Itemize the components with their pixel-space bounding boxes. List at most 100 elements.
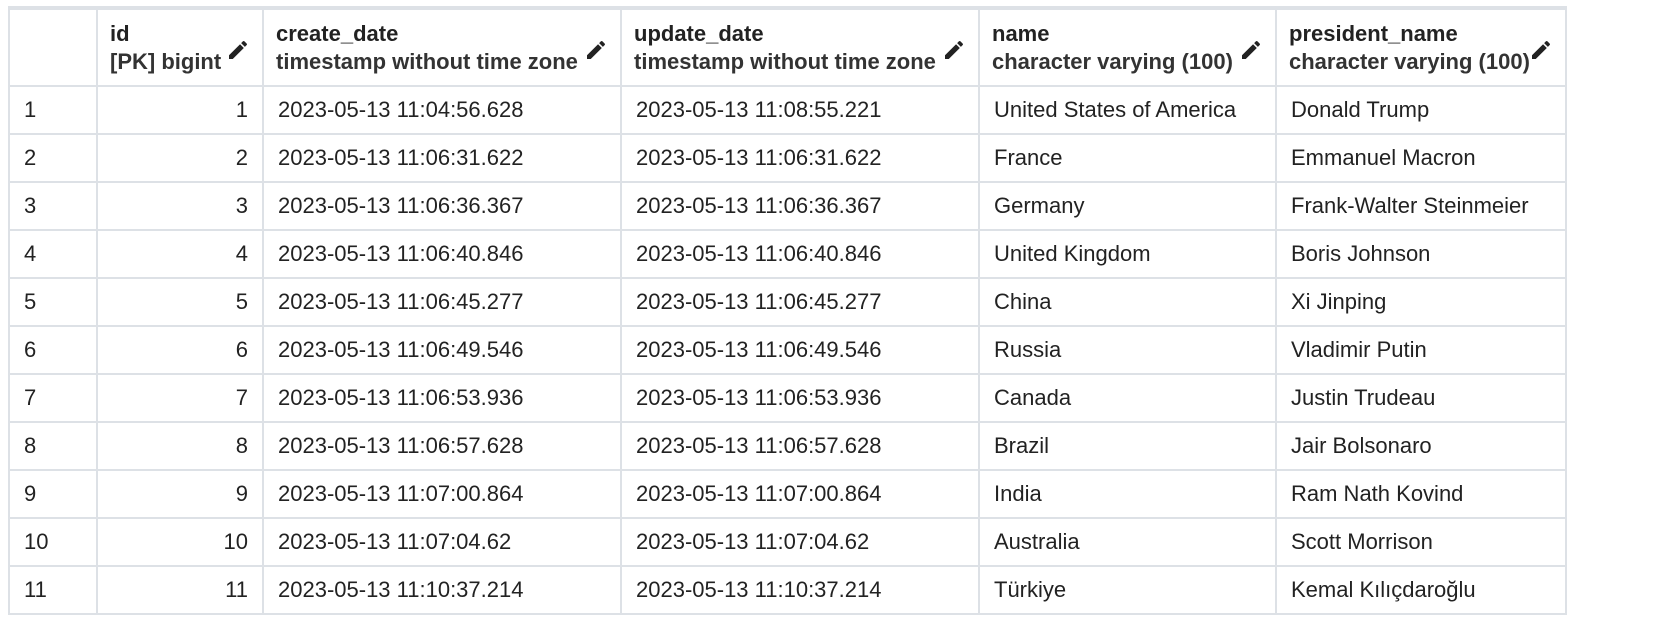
cell-name[interactable]: Canada <box>978 373 1277 423</box>
header-row: id [PK] bigint create_date timestamp wit… <box>8 8 1567 87</box>
pencil-icon[interactable] <box>1529 38 1553 62</box>
cell-name[interactable]: India <box>978 469 1277 519</box>
table-row[interactable]: 5 5 2023-05-13 11:06:45.277 2023-05-13 11:0… <box>8 277 1567 327</box>
cell-create-date[interactable]: 2023-05-13 11:10:37.214 <box>262 565 622 615</box>
cell-id[interactable]: 6 <box>96 325 264 375</box>
cell-id[interactable]: 1 <box>96 85 264 135</box>
row-number-cell[interactable]: 11 <box>8 565 98 615</box>
row-number-cell[interactable]: 1 <box>8 85 98 135</box>
pencil-icon[interactable] <box>942 38 966 62</box>
cell-president-name[interactable]: Donald Trump <box>1275 85 1567 135</box>
row-number-cell[interactable]: 7 <box>8 373 98 423</box>
table-row[interactable]: 3 3 2023-05-13 11:06:36.367 2023-05-13 11:0… <box>8 181 1567 231</box>
column-type: character varying (100) <box>992 49 1233 74</box>
column-name: name <box>992 21 1050 46</box>
cell-create-date[interactable]: 2023-05-13 11:06:57.628 <box>262 421 622 471</box>
cell-id[interactable]: 7 <box>96 373 264 423</box>
cell-president-name[interactable]: Frank-Walter Steinmeier <box>1275 181 1567 231</box>
cell-name[interactable]: Germany <box>978 181 1277 231</box>
cell-id[interactable]: 10 <box>96 517 264 567</box>
table-row[interactable]: 7 7 2023-05-13 11:06:53.936 2023-05-13 11:0… <box>8 373 1567 423</box>
table-row[interactable]: 10 10 2023-05-13 11:07:04.62 2023-05-13 11:… <box>8 517 1567 567</box>
cell-president-name[interactable]: Justin Trudeau <box>1275 373 1567 423</box>
cell-name[interactable]: United States of America <box>978 85 1277 135</box>
cell-update-date[interactable]: 2023-05-13 11:08:55.221 <box>620 85 980 135</box>
cell-president-name[interactable]: Kemal Kılıçdaroğlu <box>1275 565 1567 615</box>
row-number-cell[interactable]: 4 <box>8 229 98 279</box>
cell-id[interactable]: 9 <box>96 469 264 519</box>
cell-id[interactable]: 4 <box>96 229 264 279</box>
cell-name[interactable]: United Kingdom <box>978 229 1277 279</box>
table-row[interactable]: 6 6 2023-05-13 11:06:49.546 2023-05-13 11:0… <box>8 325 1567 375</box>
column-header-president-name[interactable]: president_name character varying (100) <box>1275 8 1567 87</box>
cell-create-date[interactable]: 2023-05-13 11:07:04.62 <box>262 517 622 567</box>
table-row[interactable]: 4 4 2023-05-13 11:06:40.846 2023-05-13 11:0… <box>8 229 1567 279</box>
cell-update-date[interactable]: 2023-05-13 11:06:40.846 <box>620 229 980 279</box>
table-row[interactable]: 8 8 2023-05-13 11:06:57.628 2023-05-13 11:0… <box>8 421 1567 471</box>
cell-name[interactable]: France <box>978 133 1277 183</box>
table-row[interactable]: 2 2 2023-05-13 11:06:31.622 2023-05-13 11:0… <box>8 133 1567 183</box>
cell-president-name[interactable]: Jair Bolsonaro <box>1275 421 1567 471</box>
row-number-cell[interactable]: 3 <box>8 181 98 231</box>
column-header-update-date[interactable]: update_date timestamp without time zone <box>620 8 980 87</box>
pencil-icon[interactable] <box>584 38 608 62</box>
cell-create-date[interactable]: 2023-05-13 11:06:40.846 <box>262 229 622 279</box>
cell-id[interactable]: 8 <box>96 421 264 471</box>
cell-create-date[interactable]: 2023-05-13 11:06:45.277 <box>262 277 622 327</box>
cell-create-date[interactable]: 2023-05-13 11:06:31.622 <box>262 133 622 183</box>
cell-update-date[interactable]: 2023-05-13 11:06:31.622 <box>620 133 980 183</box>
table-row[interactable]: 9 9 2023-05-13 11:07:00.864 2023-05-13 11:0… <box>8 469 1567 519</box>
cell-create-date[interactable]: 2023-05-13 11:06:49.546 <box>262 325 622 375</box>
cell-update-date[interactable]: 2023-05-13 11:06:57.628 <box>620 421 980 471</box>
column-header-create-date[interactable]: create_date timestamp without time zone <box>262 8 622 87</box>
pencil-icon[interactable] <box>1239 38 1263 62</box>
column-name: create_date <box>276 21 399 46</box>
cell-president-name[interactable]: Xi Jinping <box>1275 277 1567 327</box>
column-header-name[interactable]: name character varying (100) <box>978 8 1277 87</box>
cell-create-date[interactable]: 2023-05-13 11:04:56.628 <box>262 85 622 135</box>
cell-create-date[interactable]: 2023-05-13 11:07:00.864 <box>262 469 622 519</box>
cell-update-date[interactable]: 2023-05-13 11:10:37.214 <box>620 565 980 615</box>
cell-update-date[interactable]: 2023-05-13 11:06:53.936 <box>620 373 980 423</box>
table-body: 1 1 2023-05-13 11:04:56.628 2023-05-13 11:0… <box>8 85 1567 615</box>
cell-create-date[interactable]: 2023-05-13 11:06:53.936 <box>262 373 622 423</box>
cell-president-name[interactable]: Ram Nath Kovind <box>1275 469 1567 519</box>
pencil-icon[interactable] <box>226 38 250 62</box>
cell-president-name[interactable]: Boris Johnson <box>1275 229 1567 279</box>
row-number-cell[interactable]: 10 <box>8 517 98 567</box>
column-type: [PK] bigint <box>110 49 222 74</box>
table-row[interactable]: 1 1 2023-05-13 11:04:56.628 2023-05-13 11:0… <box>8 85 1567 135</box>
cell-update-date[interactable]: 2023-05-13 11:06:45.277 <box>620 277 980 327</box>
cell-name[interactable]: Australia <box>978 517 1277 567</box>
row-number-cell[interactable]: 6 <box>8 325 98 375</box>
cell-update-date[interactable]: 2023-05-13 11:07:04.62 <box>620 517 980 567</box>
row-number-cell[interactable]: 8 <box>8 421 98 471</box>
cell-name[interactable]: Russia <box>978 325 1277 375</box>
row-number-cell[interactable]: 9 <box>8 469 98 519</box>
cell-president-name[interactable]: Emmanuel Macron <box>1275 133 1567 183</box>
cell-president-name[interactable]: Scott Morrison <box>1275 517 1567 567</box>
column-type: timestamp without time zone <box>276 49 578 74</box>
row-number-header[interactable] <box>8 8 98 87</box>
cell-name[interactable]: Brazil <box>978 421 1277 471</box>
cell-id[interactable]: 3 <box>96 181 264 231</box>
cell-president-name[interactable]: Vladimir Putin <box>1275 325 1567 375</box>
cell-id[interactable]: 11 <box>96 565 264 615</box>
cell-update-date[interactable]: 2023-05-13 11:07:00.864 <box>620 469 980 519</box>
cell-update-date[interactable]: 2023-05-13 11:06:49.546 <box>620 325 980 375</box>
row-number-cell[interactable]: 2 <box>8 133 98 183</box>
column-type: character varying (100) <box>1289 49 1530 74</box>
data-grid: id [PK] bigint create_date timestamp wit… <box>8 6 1567 615</box>
row-number-cell[interactable]: 5 <box>8 277 98 327</box>
cell-name[interactable]: China <box>978 277 1277 327</box>
cell-id[interactable]: 2 <box>96 133 264 183</box>
column-name: id <box>110 21 130 46</box>
cell-id[interactable]: 5 <box>96 277 264 327</box>
table-row[interactable]: 11 11 2023-05-13 11:10:37.214 2023-05-13 11… <box>8 565 1567 615</box>
column-name: update_date <box>634 21 764 46</box>
cell-update-date[interactable]: 2023-05-13 11:06:36.367 <box>620 181 980 231</box>
column-header-id[interactable]: id [PK] bigint <box>96 8 264 87</box>
cell-name[interactable]: Türkiye <box>978 565 1277 615</box>
column-name: president_name <box>1289 21 1458 46</box>
cell-create-date[interactable]: 2023-05-13 11:06:36.367 <box>262 181 622 231</box>
